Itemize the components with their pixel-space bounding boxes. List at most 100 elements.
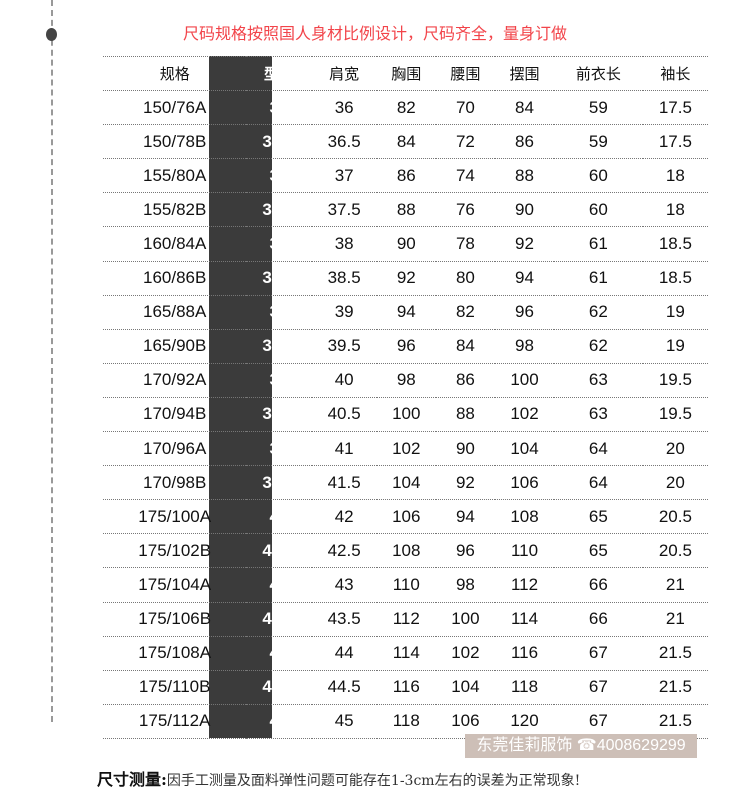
size-table: 规格 型号 肩宽 胸围 腰围 摆围 前衣长 袖长 150/76A 34 36 82 70 84 59 17.5… <box>103 55 708 739</box>
table-cell: 19.5 <box>642 397 708 433</box>
table-cell: 72 <box>435 124 495 160</box>
table-cell: 60 <box>554 192 643 228</box>
table-cell: 20 <box>642 431 708 467</box>
table-cell: 175/110B <box>103 670 247 705</box>
table-cell: 170/98B <box>103 465 247 501</box>
table-cell: 63 <box>554 363 643 398</box>
table-cell: 43 <box>311 567 377 603</box>
table-cell: 102 <box>435 636 495 671</box>
table-cell: 41.5 <box>246 602 312 637</box>
table-cell: 45 <box>311 704 377 739</box>
table-cell: 64 <box>554 465 643 501</box>
table-cell: 59 <box>554 90 643 126</box>
table-cell: 175/100A <box>103 499 247 535</box>
table-row: 170/96A 39 41 102 90 104 64 20 <box>103 431 708 467</box>
table-cell: 腰围 <box>435 55 495 92</box>
table-cell: 112 <box>376 602 436 637</box>
table-cell: 41 <box>246 567 312 603</box>
table-cell: 116 <box>494 636 555 671</box>
table-cell: 110 <box>494 533 555 569</box>
table-cell: 116 <box>376 670 436 705</box>
table-cell: 98 <box>435 567 495 603</box>
table-cell: 60 <box>554 158 643 194</box>
table-row: 160/86B 36.5 38.5 92 80 94 61 18.5 <box>103 261 708 296</box>
table-cell: 规格 <box>103 55 247 92</box>
table-cell: 66 <box>554 602 643 637</box>
table-cell: 92 <box>376 261 436 296</box>
table-cell: 108 <box>376 533 436 569</box>
table-cell: 90 <box>376 226 436 262</box>
table-cell: 108 <box>494 499 555 535</box>
table-cell: 21.5 <box>642 670 708 705</box>
table-row: 175/112A 43 45 118 106 120 67 21.5 <box>103 704 708 739</box>
table-cell: 92 <box>435 465 495 501</box>
table-cell: 18 <box>642 158 708 194</box>
table-cell: 106 <box>494 465 555 501</box>
table-cell: 摆围 <box>494 55 555 92</box>
table-cell: 120 <box>494 704 555 739</box>
table-cell: 160/84A <box>103 226 247 262</box>
table-cell: 39 <box>246 431 312 467</box>
table-cell: 100 <box>494 363 555 398</box>
table-cell: 袖长 <box>642 55 708 92</box>
table-cell: 165/90B <box>103 329 247 364</box>
table-cell: 66 <box>554 567 643 603</box>
table-row: 155/80A 35 37 86 74 88 60 18 <box>103 158 708 194</box>
watermark: 东莞佳莉服饰 ☎4008629299 <box>465 734 697 758</box>
table-cell: 61 <box>554 226 643 262</box>
table-cell: 18.5 <box>642 261 708 296</box>
table-cell: 118 <box>494 670 555 705</box>
table-cell: 59 <box>554 124 643 160</box>
table-row: 175/104A 41 43 110 98 112 66 21 <box>103 567 708 603</box>
table-cell: 67 <box>554 636 643 671</box>
table-cell: 155/82B <box>103 192 247 228</box>
table-cell: 110 <box>376 567 436 603</box>
table-cell: 44 <box>311 636 377 671</box>
table-row: 175/106B 41.5 43.5 112 100 114 66 21 <box>103 602 708 637</box>
table-cell: 38 <box>246 363 312 398</box>
table-cell: 62 <box>554 295 643 330</box>
table-cell: 86 <box>494 124 555 160</box>
table-cell: 170/94B <box>103 397 247 433</box>
table-cell: 型号 <box>246 55 312 92</box>
table-cell: 64 <box>554 431 643 467</box>
table-cell: 44.5 <box>311 670 377 705</box>
table-row: 170/92A 38 40 98 86 100 63 19.5 <box>103 363 708 398</box>
table-cell: 42.5 <box>246 670 312 705</box>
table-row: 155/82B 35.5 37.5 88 76 90 60 18 <box>103 192 708 228</box>
table-cell: 63 <box>554 397 643 433</box>
table-cell: 86 <box>376 158 436 194</box>
table-cell: 36.5 <box>246 261 312 296</box>
table-cell: 90 <box>494 192 555 228</box>
table-cell: 88 <box>494 158 555 194</box>
table-cell: 41 <box>311 431 377 467</box>
table-row: 175/100A 40 42 106 94 108 65 20.5 <box>103 499 708 535</box>
table-cell: 112 <box>494 567 555 603</box>
table-row: 175/102B 40.5 42.5 108 96 110 65 20.5 <box>103 533 708 569</box>
table-cell: 40 <box>311 363 377 398</box>
table-cell: 104 <box>376 465 436 501</box>
table-cell: 35.5 <box>246 192 312 228</box>
table-cell: 106 <box>435 704 495 739</box>
table-cell: 37.5 <box>311 192 377 228</box>
table-cell: 160/86B <box>103 261 247 296</box>
timeline-dashed-line <box>51 0 53 722</box>
table-cell: 39.5 <box>311 329 377 364</box>
table-cell: 38.5 <box>311 261 377 296</box>
table-cell: 74 <box>435 158 495 194</box>
table-cell: 150/78B <box>103 124 247 160</box>
table-cell: 67 <box>554 670 643 705</box>
table-cell: 43 <box>246 704 312 739</box>
table-cell: 36 <box>246 226 312 262</box>
table-cell: 36 <box>311 90 377 126</box>
table-row: 150/76A 34 36 82 70 84 59 17.5 <box>103 90 708 126</box>
table-cell: 43.5 <box>311 602 377 637</box>
timeline-dot <box>46 28 57 41</box>
table-cell: 35 <box>246 158 312 194</box>
table-cell: 19 <box>642 295 708 330</box>
table-cell: 150/76A <box>103 90 247 126</box>
table-cell: 20.5 <box>642 499 708 535</box>
table-cell: 170/92A <box>103 363 247 398</box>
table-cell: 96 <box>376 329 436 364</box>
table-cell: 84 <box>494 90 555 126</box>
